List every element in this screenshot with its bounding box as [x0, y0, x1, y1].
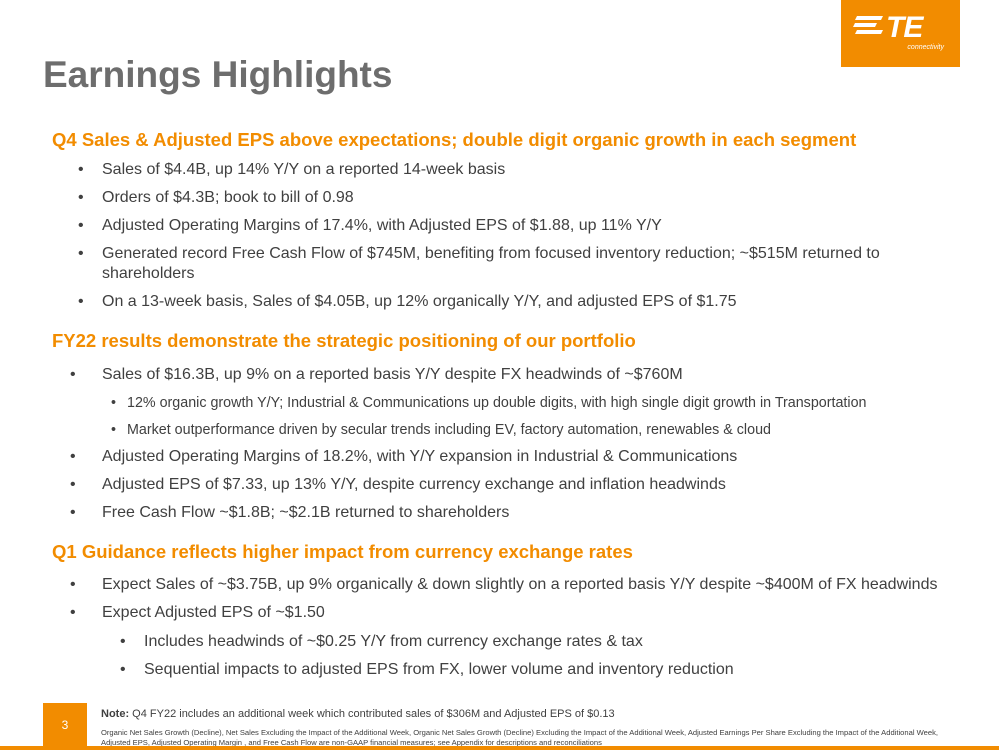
list-item: • Adjusted Operating Margins of 18.2%, wi… [70, 448, 738, 465]
note-label: Note: [101, 708, 130, 720]
footer-divider [0, 746, 999, 750]
list-item: • Generated record Free Cash Flow of $745… [78, 245, 880, 282]
list-item: • Adjusted Operating Margins of 17.4%, wi… [78, 217, 662, 234]
list-item: • Expect Sales of ~$3.75B, up 9% organica… [70, 576, 938, 593]
list-item: • Orders of $4.3B; book to bill of 0.98 [78, 189, 354, 206]
list-item: • 12% organic growth Y/Y; Industrial & Co… [111, 395, 867, 411]
footer-disclaimer: Organic Net Sales Growth (Decline), Net … [101, 728, 939, 747]
list-item: • Includes headwinds of ~$0.25 Y/Y from c… [120, 633, 643, 650]
list-item: • Adjusted EPS of $7.33, up 13% Y/Y, desp… [70, 476, 726, 493]
logo-text: TE [886, 11, 923, 44]
note-text: Q4 FY22 includes an additional week whic… [132, 708, 615, 720]
te-connectivity-logo: TE connectivity [841, 0, 960, 67]
list-item: • Sequential impacts to adjusted EPS from… [120, 661, 734, 678]
page-title: Earnings Highlights [43, 54, 393, 95]
te-stripes-icon [853, 16, 883, 34]
list-item: • Expect Adjusted EPS of ~$1.50 [70, 604, 325, 621]
logo-subtext: connectivity [907, 44, 944, 51]
list-item: • Free Cash Flow ~$1.8B; ~$2.1B returned … [70, 504, 510, 521]
footer-note: Note: Q4 FY22 includes an additional wee… [101, 708, 615, 721]
section-heading-q1-guidance: Q1 Guidance reflects higher impact from … [52, 541, 633, 562]
list-item: • Sales of $4.4B, up 14% Y/Y on a reporte… [78, 161, 506, 178]
page-number: 3 [43, 703, 87, 747]
list-item: • Sales of $16.3B, up 9% on a reported ba… [70, 366, 683, 383]
section-heading-fy22: FY22 results demonstrate the strategic p… [52, 330, 636, 351]
section-heading-q4: Q4 Sales & Adjusted EPS above expectatio… [52, 129, 857, 150]
list-item: • On a 13-week basis, Sales of $4.05B, up… [78, 293, 737, 310]
list-item: • Market outperformance driven by secular… [111, 422, 771, 438]
